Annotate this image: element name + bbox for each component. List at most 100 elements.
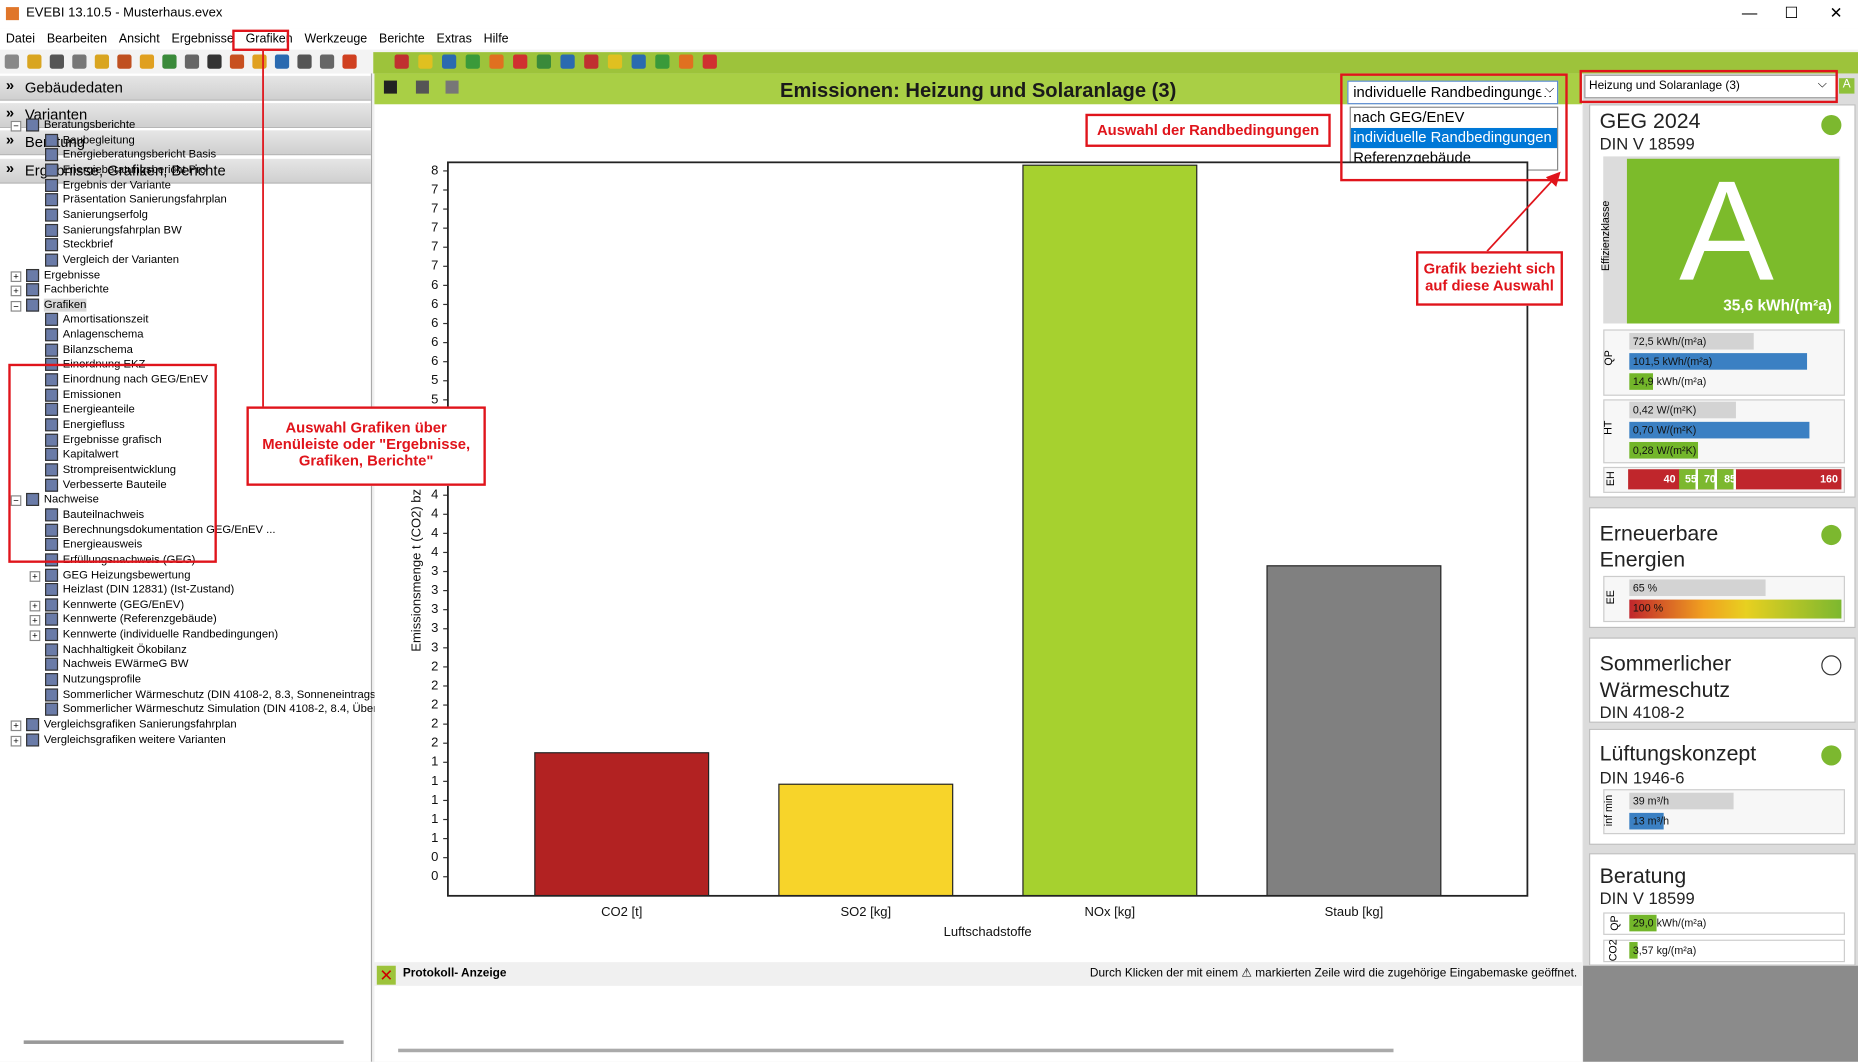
close-button[interactable]: ✕ [1829, 3, 1843, 22]
expand-toggle[interactable]: + [10, 270, 22, 282]
y-tick-label: 6 [431, 315, 438, 330]
tree-icon [45, 253, 59, 267]
export-icon[interactable] [415, 80, 429, 94]
chart: 00111112222233333444445555566666777778CO… [409, 161, 1529, 939]
y-tick-label: 5 [431, 372, 438, 387]
option[interactable]: individuelle Randbedingungen [1350, 127, 1558, 149]
expand-toggle[interactable]: − [10, 495, 22, 507]
tree-icon [45, 478, 59, 492]
tree-icon [45, 598, 59, 612]
toolbar-icon[interactable] [162, 54, 177, 69]
toolbar-icon[interactable] [631, 54, 646, 69]
y-tick-label: 3 [431, 563, 438, 578]
toolbar-icon[interactable] [441, 54, 457, 69]
y-tick-label: 2 [431, 658, 438, 673]
expand-toggle[interactable]: − [10, 300, 22, 312]
toolbar-icon[interactable] [489, 54, 504, 69]
advice-bar: 3,57 kg/(m²a) [1629, 942, 1696, 959]
y-tick-label: 2 [431, 735, 438, 750]
toolbar-icon[interactable] [4, 54, 19, 69]
expand-toggle[interactable]: + [29, 615, 41, 627]
class-value: 35,6 kWh/(m²a) [1723, 296, 1832, 315]
option[interactable]: nach GEG/EnEV [1353, 109, 1465, 126]
toolbar-icon[interactable] [394, 54, 409, 69]
toolbar-icon[interactable] [117, 54, 132, 69]
scrollbar[interactable] [23, 1040, 344, 1044]
save-icon[interactable] [383, 80, 397, 94]
condition-select[interactable]: individuelle Randbedingungen ⌵ [1347, 80, 1559, 105]
qp-bar: 72,5 kWh/(m²a) [1629, 332, 1754, 350]
tree-label: Verbesserte Bauteile [62, 478, 167, 492]
tree-label: Heizlast (DIN 12831) (Ist-Zustand) [62, 583, 235, 597]
expand-toggle[interactable]: + [10, 285, 22, 297]
toolbar-icon[interactable] [274, 54, 290, 69]
toolbar-icon[interactable] [678, 54, 694, 69]
eh-mark: 55 [1684, 472, 1697, 485]
toolbar-icon[interactable] [584, 54, 599, 69]
toolbar-icon[interactable] [342, 54, 357, 69]
variant-select[interactable]: Heizung und Solaranlage (3) ⌵ [1584, 74, 1837, 99]
toolbar-icon[interactable] [139, 54, 155, 69]
toolbar-icon[interactable] [297, 54, 312, 69]
menu-item[interactable]: Grafiken [245, 31, 293, 47]
rating-icon[interactable]: A [1839, 78, 1855, 94]
toolbar-icon[interactable] [513, 54, 528, 69]
tree-label: Nachweise [43, 493, 99, 507]
maximize-button[interactable]: ☐ [1784, 3, 1799, 22]
menu-item[interactable]: Werkzeuge [304, 31, 368, 47]
menu-item[interactable]: Extras [436, 31, 472, 47]
minimize-button[interactable]: — [1741, 3, 1758, 22]
toolbar-icon[interactable] [72, 54, 87, 69]
toolbar-icon[interactable] [252, 54, 267, 69]
expand-toggle[interactable]: + [10, 735, 22, 747]
tree-label: Energieberatungsbericht Basis [62, 148, 217, 162]
toolbar-icon[interactable] [655, 54, 670, 69]
toolbar-icon[interactable] [319, 54, 335, 69]
toolbar-icon[interactable] [27, 54, 42, 69]
sidebar-section[interactable]: » Ergebnisse, Grafiken, Berichte [0, 158, 371, 184]
expand-toggle[interactable]: + [29, 630, 41, 642]
app-icon [5, 7, 19, 21]
print-icon[interactable] [445, 80, 459, 94]
annotation: Grafik bezieht sich auf diese Auswahl [1416, 251, 1563, 306]
toolbar-icon[interactable] [702, 54, 717, 69]
bar [534, 752, 710, 897]
menu-item[interactable]: Berichte [379, 31, 425, 47]
efficiency-class: A [1679, 151, 1774, 311]
toolbar-icon[interactable] [536, 54, 552, 69]
eh-mark: 160 [1820, 472, 1838, 485]
expand-toggle[interactable]: + [29, 600, 41, 612]
toolbar-icon[interactable] [49, 54, 64, 69]
menu-item[interactable]: Hilfe [483, 31, 509, 47]
sidebar-section[interactable]: » Varianten [0, 103, 371, 128]
toolbar-icon[interactable] [418, 54, 433, 69]
tree-label: Beratungsberichte [43, 118, 136, 132]
qp-group: QP 72,5 kWh/(m²a) 101,5 kWh/(m²a) 14,9 k… [1603, 329, 1845, 396]
y-tick-label: 7 [431, 181, 438, 196]
toolbar-icon[interactable] [207, 54, 222, 69]
menu-item[interactable]: Ansicht [118, 31, 160, 47]
tree-icon [45, 703, 59, 717]
toolbar-icon[interactable] [560, 54, 575, 69]
toolbar-icon[interactable] [184, 54, 200, 69]
y-tick-label: 7 [431, 239, 438, 254]
menu-item[interactable]: Ergebnisse [171, 31, 234, 47]
tree-icon [45, 628, 59, 642]
expand-toggle[interactable]: − [10, 120, 22, 132]
tree-icon [45, 208, 59, 222]
sidebar-section[interactable]: » Gebäudedaten [0, 75, 371, 101]
menu-item[interactable]: Bearbeiten [46, 31, 108, 47]
toolbar-icon[interactable] [229, 54, 245, 69]
ventilation-bar: 13 m³/h [1629, 812, 1669, 830]
tree-label: Ergebnisse [43, 268, 101, 282]
expand-toggle[interactable]: + [29, 570, 41, 582]
expand-toggle[interactable]: + [10, 720, 22, 732]
scrollbar[interactable] [398, 1048, 1394, 1053]
protocol-toggle[interactable]: ✕ [376, 965, 396, 985]
toolbar-icon[interactable] [465, 54, 480, 69]
menu-item[interactable]: Datei [5, 31, 35, 47]
tree-label: Sanierungsfahrplan BW [62, 223, 182, 237]
tree-icon [26, 118, 40, 132]
toolbar-icon[interactable] [94, 54, 110, 69]
toolbar-icon[interactable] [607, 54, 623, 69]
